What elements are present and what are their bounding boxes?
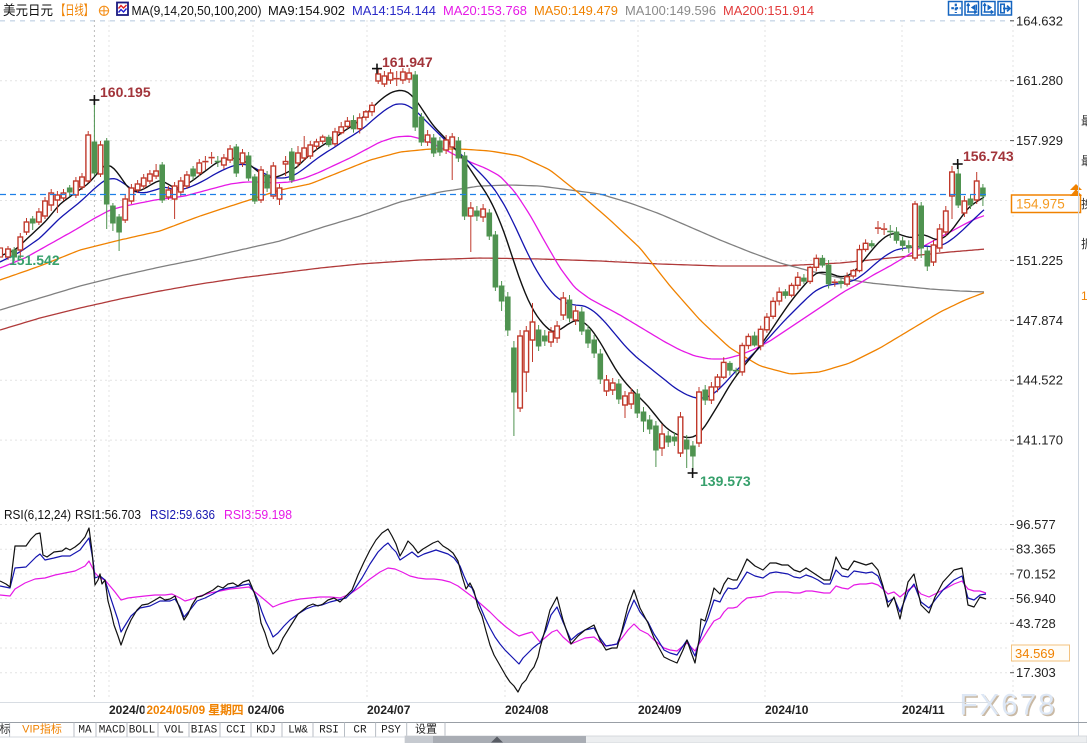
- svg-text:BOLL: BOLL: [129, 725, 155, 737]
- svg-text:43.728: 43.728: [1016, 616, 1056, 631]
- svg-text:最: 最: [1081, 154, 1087, 168]
- svg-text:MA50:149.479: MA50:149.479: [534, 3, 618, 18]
- svg-text:标: 标: [0, 722, 11, 736]
- svg-text:MA100:149.596: MA100:149.596: [625, 3, 716, 18]
- svg-text:MA20:153.768: MA20:153.768: [443, 3, 527, 18]
- svg-text:139.573: 139.573: [700, 473, 751, 489]
- svg-text:MA(9,14,20,50,100,200): MA(9,14,20,50,100,200): [132, 3, 262, 18]
- svg-text:2024/05/09 星期四: 2024/05/09 星期四: [147, 702, 244, 717]
- svg-text:161.280: 161.280: [1016, 73, 1063, 88]
- svg-text:最: 最: [1081, 114, 1087, 128]
- svg-text:56.940: 56.940: [1016, 591, 1056, 606]
- svg-text:164.632: 164.632: [1016, 13, 1063, 28]
- svg-text:34.569: 34.569: [1015, 646, 1055, 661]
- svg-text:MA9:154.902: MA9:154.902: [268, 3, 345, 18]
- svg-text:VIP指标: VIP指标: [22, 722, 62, 736]
- svg-text:RSI(6,12,24): RSI(6,12,24): [4, 507, 71, 522]
- svg-text:2024/10: 2024/10: [765, 703, 809, 717]
- svg-text:2024/09: 2024/09: [638, 703, 682, 717]
- svg-text:160.195: 160.195: [100, 84, 151, 100]
- svg-text:MA: MA: [78, 725, 92, 737]
- svg-text:144.522: 144.522: [1016, 373, 1063, 388]
- svg-text:70.152: 70.152: [1016, 566, 1056, 581]
- svg-text:FX678: FX678: [961, 690, 1058, 723]
- svg-text:换: 换: [1081, 197, 1087, 211]
- svg-text:161.947: 161.947: [382, 54, 433, 70]
- svg-text:CCI: CCI: [226, 725, 246, 737]
- svg-text:151.542: 151.542: [9, 252, 60, 268]
- svg-text:154.975: 154.975: [1016, 197, 1065, 212]
- svg-text:RSI3:59.198: RSI3:59.198: [224, 507, 292, 522]
- svg-text:83.365: 83.365: [1016, 542, 1056, 557]
- svg-text:2024/06: 2024/06: [241, 703, 285, 717]
- svg-text:RSI2:59.636: RSI2:59.636: [150, 507, 215, 522]
- svg-text:96.577: 96.577: [1016, 517, 1056, 532]
- svg-text:156.743: 156.743: [963, 148, 1014, 164]
- svg-text:MA200:151.914: MA200:151.914: [723, 3, 814, 18]
- svg-text:LW&: LW&: [288, 725, 308, 737]
- svg-text:设置: 设置: [415, 723, 437, 736]
- svg-text:RSI1:56.703: RSI1:56.703: [75, 507, 141, 522]
- svg-text:17.303: 17.303: [1016, 665, 1056, 680]
- svg-text:2024/05: 2024/05: [109, 703, 153, 717]
- svg-text:1: 1: [1081, 289, 1087, 303]
- svg-text:CR: CR: [353, 725, 367, 737]
- svg-text:MACD: MACD: [99, 725, 126, 737]
- svg-text:151.225: 151.225: [1016, 253, 1063, 268]
- svg-text:2024/08: 2024/08: [505, 703, 549, 717]
- svg-text:MA14:154.144: MA14:154.144: [352, 3, 436, 18]
- svg-text:【日线】: 【日线】: [56, 3, 93, 18]
- svg-text:2024/07: 2024/07: [367, 703, 411, 717]
- svg-text:美元日元: 美元日元: [3, 3, 53, 18]
- svg-text:BIAS: BIAS: [191, 725, 218, 737]
- svg-text:2024/11: 2024/11: [902, 703, 945, 717]
- svg-text:147.874: 147.874: [1016, 313, 1063, 328]
- svg-text:RSI: RSI: [319, 725, 339, 737]
- svg-text:KDJ: KDJ: [256, 725, 276, 737]
- svg-text:振: 振: [1081, 237, 1087, 251]
- svg-text:157.929: 157.929: [1016, 133, 1063, 148]
- svg-text:VOL: VOL: [164, 725, 184, 737]
- svg-text:PSY: PSY: [381, 725, 401, 737]
- svg-text:141.170: 141.170: [1016, 433, 1063, 448]
- svg-text:FX678: FX678: [960, 689, 1057, 722]
